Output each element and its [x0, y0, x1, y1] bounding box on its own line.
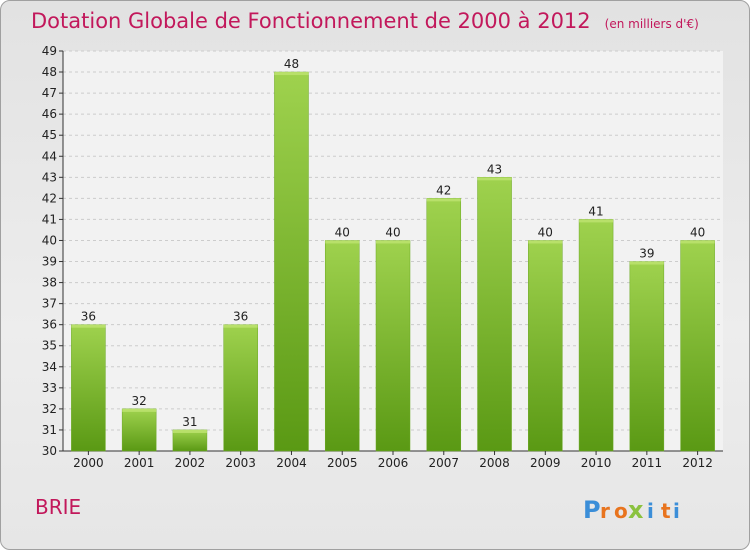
- y-tick-label: 38: [42, 276, 57, 290]
- bar: [426, 198, 462, 452]
- y-tick-label: 43: [42, 170, 57, 184]
- chart-title: Dotation Globale de Fonctionnement de 20…: [31, 9, 699, 33]
- bar: [629, 261, 665, 452]
- logo-letter: x: [628, 496, 644, 524]
- logo-letter: P: [583, 496, 601, 524]
- x-tick-label: 2001: [124, 456, 155, 470]
- bar: [324, 240, 360, 452]
- bar: [172, 429, 208, 452]
- bar-value-label: 40: [690, 225, 705, 239]
- y-tick-label: 39: [42, 255, 57, 269]
- bar-value-label: 48: [284, 57, 299, 71]
- bar: [121, 408, 157, 452]
- bar-highlight: [325, 240, 360, 244]
- x-tick-label: 2007: [428, 456, 459, 470]
- bar: [223, 324, 258, 452]
- y-tick-label: 48: [42, 65, 57, 79]
- bar-value-label: 32: [132, 394, 147, 408]
- bar-highlight: [71, 324, 106, 328]
- x-tick-label: 2002: [175, 456, 206, 470]
- y-tick-label: 31: [42, 423, 57, 437]
- x-tick-label: 2008: [479, 456, 510, 470]
- bar-value-label: 40: [385, 225, 400, 239]
- x-tick-label: 2005: [327, 456, 358, 470]
- y-tick-label: 30: [42, 444, 57, 458]
- bar-highlight: [579, 219, 614, 223]
- bar: [71, 324, 106, 452]
- x-tick-label: 2000: [73, 456, 104, 470]
- y-tick-label: 41: [42, 212, 57, 226]
- y-tick-label: 47: [42, 86, 57, 100]
- bar-highlight: [274, 72, 309, 76]
- y-tick-label: 37: [42, 297, 57, 311]
- x-tick-label: 2011: [632, 456, 663, 470]
- bar: [274, 71, 309, 452]
- x-tick-label: 2004: [276, 456, 307, 470]
- y-tick-label: 42: [42, 191, 57, 205]
- bar-highlight: [376, 240, 410, 244]
- bar-highlight: [680, 240, 715, 244]
- x-tick-label: 2006: [378, 456, 409, 470]
- bar-highlight: [223, 324, 258, 328]
- city-name: BRIE: [35, 495, 82, 519]
- logo-letter: i: [673, 499, 680, 523]
- bar: [680, 240, 715, 452]
- bar-value-label: 42: [436, 183, 451, 197]
- y-tick-label: 40: [42, 233, 57, 247]
- bar-highlight: [172, 429, 207, 433]
- bar-value-label: 39: [639, 247, 654, 261]
- logo-letter: t: [661, 499, 671, 523]
- x-tick-label: 2003: [225, 456, 256, 470]
- bar-highlight: [629, 261, 664, 265]
- bar-value-label: 40: [335, 225, 350, 239]
- bar-value-label: 36: [233, 310, 248, 324]
- bar-value-label: 40: [538, 225, 553, 239]
- logo-letter: r: [600, 499, 610, 523]
- y-tick-label: 44: [42, 149, 57, 163]
- bar-value-label: 43: [487, 162, 502, 176]
- bar-highlight: [426, 198, 461, 202]
- bar: [375, 240, 411, 452]
- y-tick-label: 32: [42, 402, 57, 416]
- y-tick-label: 35: [42, 339, 57, 353]
- bar: [578, 219, 614, 452]
- bar: [477, 177, 512, 452]
- chart-title-text: Dotation Globale de Fonctionnement de 20…: [31, 9, 591, 33]
- x-tick-label: 2010: [581, 456, 612, 470]
- bar-value-label: 41: [588, 204, 603, 218]
- chart-subtitle: (en milliers d'€): [604, 17, 699, 31]
- y-tick-label: 34: [42, 360, 57, 374]
- bar-value-label: 31: [182, 415, 197, 429]
- y-tick-label: 45: [42, 128, 57, 142]
- bar-highlight: [528, 240, 563, 244]
- y-tick-label: 46: [42, 107, 57, 121]
- logo-letter: i: [647, 499, 654, 523]
- x-tick-label: 2009: [530, 456, 561, 470]
- bar-highlight: [477, 177, 512, 181]
- logo-letter: o: [614, 499, 628, 523]
- bar-highlight: [122, 408, 157, 412]
- y-tick-label: 33: [42, 381, 57, 395]
- bar-value-label: 36: [81, 310, 96, 324]
- bar: [528, 240, 563, 452]
- y-tick-label: 49: [42, 44, 57, 58]
- y-tick-label: 36: [42, 318, 57, 332]
- x-tick-label: 2012: [682, 456, 713, 470]
